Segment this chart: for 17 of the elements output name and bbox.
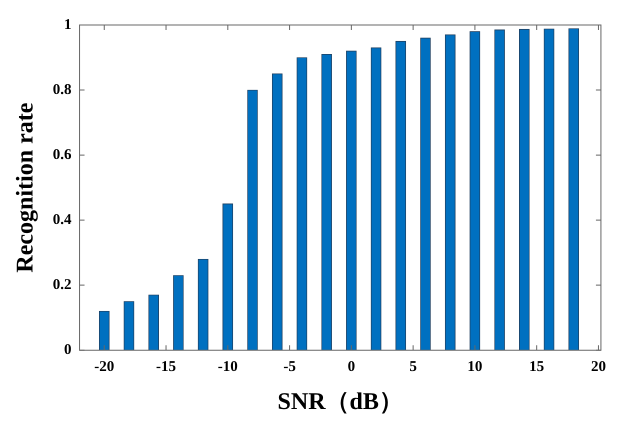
y-tick-label: 0.6 bbox=[52, 146, 72, 163]
y-tick-label: 0.2 bbox=[52, 277, 72, 294]
x-tick-label: -20 bbox=[94, 359, 114, 376]
x-tick-label: 10 bbox=[467, 359, 482, 376]
x-tick-label: 0 bbox=[348, 359, 356, 376]
x-tick-label: -15 bbox=[156, 359, 176, 376]
y-tick-label: 0 bbox=[64, 342, 72, 358]
x-tick-label: -5 bbox=[283, 359, 296, 376]
x-tick-label: 15 bbox=[529, 359, 544, 376]
y-tick-label: 1 bbox=[64, 16, 72, 33]
x-tick-label: 5 bbox=[409, 359, 417, 376]
x-tick-label: 20 bbox=[590, 359, 606, 376]
x-axis-title: SNR（dB） bbox=[278, 388, 403, 415]
y-tick-label: 0.4 bbox=[52, 212, 72, 228]
y-tick-label: 0.8 bbox=[52, 82, 72, 98]
y-axis-title: Recognition rate bbox=[12, 102, 39, 273]
x-tick-label: -10 bbox=[218, 359, 238, 376]
